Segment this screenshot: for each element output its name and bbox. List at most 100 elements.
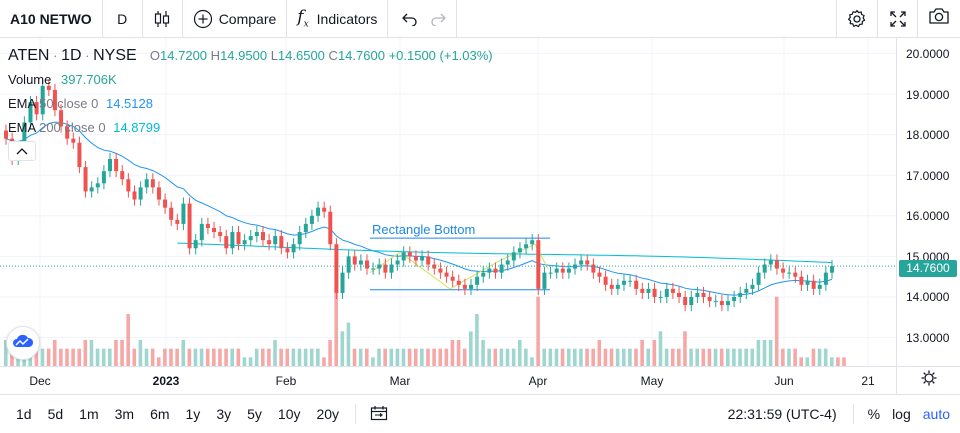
range-3y-button[interactable]: 3y — [216, 406, 232, 422]
range-20y-button[interactable]: 20y — [316, 406, 340, 422]
volume-bar — [677, 348, 681, 366]
candle-body — [120, 171, 125, 180]
volume-bar — [805, 357, 810, 366]
legend-ticker[interactable]: ATEN — [8, 47, 50, 64]
candle-body — [224, 236, 229, 249]
candle-body — [59, 110, 64, 127]
candle-body — [169, 207, 174, 220]
candle-body — [346, 256, 351, 273]
volume-bar — [242, 357, 247, 366]
range-6m-button[interactable]: 6m — [150, 406, 170, 422]
legend-ema50-row[interactable]: EMA 50 close 0 14.5128 — [8, 92, 493, 116]
candle-body — [407, 252, 412, 257]
axis-settings-button[interactable] — [896, 366, 960, 394]
high-label: H — [210, 48, 221, 63]
candle-body — [267, 240, 272, 245]
candle-body — [114, 158, 119, 172]
candle-body — [615, 284, 620, 289]
close-value: 14.7600 — [337, 48, 385, 63]
volume-bar — [316, 348, 320, 366]
volume-bar — [756, 340, 761, 366]
volume-bar — [481, 340, 485, 366]
interval-label: D — [117, 10, 128, 27]
volume-bar — [273, 340, 277, 366]
screenshot-button[interactable] — [918, 0, 960, 38]
candle-body — [426, 256, 431, 265]
legend-collapse-button[interactable] — [8, 141, 36, 161]
range-3m-button[interactable]: 3m — [114, 406, 135, 422]
candle-body — [163, 199, 168, 208]
range-1y-button[interactable]: 1y — [185, 406, 201, 422]
legend-volume-row[interactable]: Volume 397.706K — [8, 68, 493, 92]
volume-bar — [456, 340, 461, 366]
candle-body — [150, 179, 155, 188]
candle-body — [260, 232, 265, 241]
volume-bar — [248, 357, 253, 366]
log-toggle[interactable]: log — [892, 406, 911, 422]
candle-body — [573, 264, 578, 269]
candle-body — [493, 268, 498, 273]
volume-bar — [646, 348, 651, 366]
volume-bar — [267, 348, 271, 366]
candle-body — [401, 252, 406, 261]
goto-date-button[interactable] — [364, 405, 394, 424]
volume-bar — [40, 348, 45, 366]
candle-body — [108, 158, 113, 172]
candle-body — [548, 272, 553, 274]
legend-ema200-row[interactable]: EMA 200 close 0 14.8799 — [8, 116, 493, 140]
candle-body — [334, 244, 339, 293]
price-tick: 13.0000 — [906, 331, 950, 345]
volume-bar — [462, 348, 467, 366]
range-5d-button[interactable]: 5d — [47, 406, 64, 422]
candle-body — [71, 138, 76, 143]
range-1d-button[interactable]: 1d — [16, 406, 32, 422]
symbol-search-button[interactable]: A10 NETWO — [0, 0, 103, 38]
volume-bar — [499, 348, 504, 366]
volume-bar — [132, 348, 137, 366]
volume-bar — [52, 340, 57, 366]
price-tick: 16.0000 — [906, 209, 950, 223]
volume-bar — [836, 357, 840, 366]
volume-bar — [768, 340, 773, 366]
candle-body — [218, 232, 223, 237]
candle-body — [40, 85, 45, 115]
range-1m-button[interactable]: 1m — [79, 406, 99, 422]
time-axis[interactable]: Dec 2023 Feb Mar Apr May Jun 21 — [0, 366, 896, 394]
candle-body — [273, 236, 278, 245]
clock-display[interactable]: 22:31:59 (UTC-4) — [727, 406, 837, 422]
compare-button[interactable]: Compare — [183, 0, 288, 38]
pattern-label: Rectangle Bottom — [372, 222, 475, 237]
top-toolbar: A10 NETWO D Compare fx Indicators — [0, 0, 960, 38]
candle-body — [768, 260, 773, 265]
volume-bar — [328, 340, 332, 366]
camera-icon — [928, 7, 950, 30]
interval-button[interactable]: D — [103, 0, 143, 38]
indicators-button[interactable]: fx Indicators — [287, 0, 389, 38]
volume-bar — [163, 348, 167, 366]
ema200-label: EMA — [8, 120, 36, 135]
chart-style-button[interactable] — [143, 0, 183, 38]
redo-button[interactable] — [424, 0, 458, 38]
percent-toggle[interactable]: % — [867, 406, 881, 422]
candle-body — [566, 268, 571, 273]
price-axis[interactable]: 20.0000 19.0000 18.0000 17.0000 16.0000 … — [896, 38, 960, 366]
range-5y-button[interactable]: 5y — [247, 406, 262, 422]
fullscreen-button[interactable] — [878, 0, 918, 38]
volume-bar — [389, 348, 394, 366]
auto-toggle[interactable]: auto — [922, 406, 950, 422]
tradingview-logo[interactable] — [6, 326, 40, 360]
close-label: C — [328, 48, 338, 63]
candle-body — [738, 292, 743, 297]
range-10y-button[interactable]: 10y — [277, 406, 301, 422]
candle-body — [499, 264, 504, 273]
volume-bar — [652, 340, 657, 366]
candle-body — [420, 256, 425, 261]
candle-body — [395, 260, 400, 265]
volume-bar — [346, 322, 351, 366]
undo-button[interactable] — [388, 0, 424, 38]
settings-button[interactable] — [836, 0, 878, 38]
cloud-icon — [12, 334, 34, 353]
volume-bar — [524, 348, 528, 366]
bottom-toolbar: 1d 5d 1m 3m 6m 1y 3y 5y 10y 20y 22:31:59… — [0, 394, 960, 433]
candle-body — [193, 240, 198, 249]
